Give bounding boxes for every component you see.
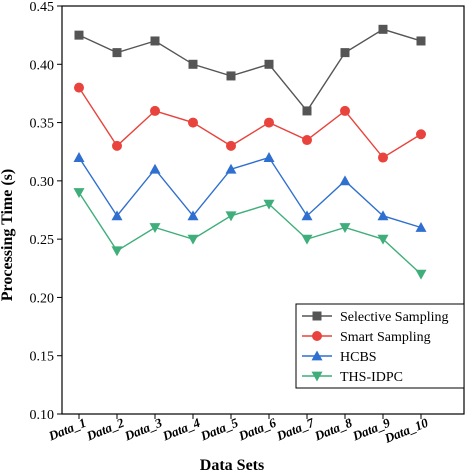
legend-entry: Selective Sampling [302,310,448,325]
data-point [339,223,351,233]
data-point [340,105,350,116]
legend-entry: Smart Sampling [302,330,431,345]
data-point [149,223,161,233]
data-point [187,210,199,221]
y-tick-label: 0.45 [30,0,55,15]
y-tick-label: 0.40 [30,58,55,73]
series-2 [73,152,427,232]
data-point [150,105,160,116]
x-tick-label: Data_6 [235,415,278,444]
legend-marker [311,350,323,361]
y-tick-label: 0.15 [30,350,55,365]
series-group [73,24,427,280]
y-tick-label: 0.10 [30,408,55,423]
data-point [340,48,350,58]
plot-frame [61,5,465,415]
data-point [112,140,122,151]
legend-entry: HCBS [302,350,377,365]
y-tick-label: 0.35 [30,117,55,132]
data-point [415,269,427,280]
data-point [150,36,160,46]
data-point [225,211,237,222]
x-tick-label: Data_8 [311,415,354,444]
legend-label: THS-IDPC [340,370,403,385]
data-point [378,152,388,163]
data-point [225,163,237,174]
data-point [74,82,84,93]
data-point [301,234,313,245]
data-point [416,129,426,140]
data-point [188,117,198,128]
data-point [302,135,312,146]
y-tick-label: 0.30 [30,175,55,190]
data-point [112,48,122,58]
legend-label: HCBS [340,350,377,365]
y-axis-label: Processing Time (s) [0,169,16,301]
legend-marker [311,371,323,382]
data-point [302,106,312,116]
x-tick-label: Data_4 [159,415,202,444]
data-point [378,24,388,34]
x-axis: Data_1Data_2Data_3Data_4Data_5Data_6Data… [45,414,431,447]
series-3 [73,188,427,280]
data-point [111,246,123,257]
x-axis-label: Data Sets [200,457,264,474]
series-line [78,192,422,275]
data-point [111,210,123,221]
data-point [264,59,274,69]
data-point [74,30,84,40]
legend: Selective Sampling Smart Sampling HCBS THS-… [295,303,465,389]
x-tick-label: Data_5 [197,415,240,444]
data-point [263,152,275,162]
data-point [226,71,236,81]
plot-area-border [61,5,465,415]
y-tick-label: 0.25 [30,233,55,248]
data-point [149,163,161,174]
series-0 [74,24,426,116]
data-point [264,117,274,128]
data-point [226,140,236,151]
x-tick-label: Data_10 [381,415,430,447]
data-point [73,152,85,162]
legend-entry: THS-IDPC [302,370,403,385]
x-tick-label: Data_7 [273,415,316,444]
legend-label: Smart Sampling [340,330,431,345]
legend-box [295,303,465,389]
series-line [78,28,422,113]
data-point [377,210,389,221]
series-line [78,156,422,229]
data-point [377,234,389,245]
x-tick-label: Data_3 [121,415,164,444]
series-1 [74,82,426,163]
data-point [187,234,199,245]
legend-marker [312,331,322,341]
y-axis: 0.10 0.15 0.20 0.25 0.30 0.35 0.40 0.45 [30,0,62,423]
data-point [339,175,351,186]
data-point [188,59,198,69]
series-line [78,87,422,159]
legend-marker [312,311,322,321]
data-point [416,36,426,46]
x-tick-label: Data_2 [83,415,126,444]
data-point [301,210,313,221]
y-tick-label: 0.20 [30,291,55,306]
data-point [73,188,85,199]
data-point [415,221,427,232]
data-point [263,199,275,210]
legend-label: Selective Sampling [340,310,448,325]
